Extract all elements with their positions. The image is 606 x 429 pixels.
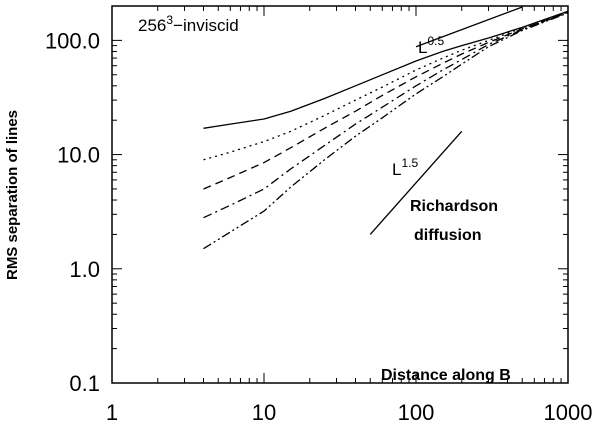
reference-line-1.5 <box>369 130 463 235</box>
ref-label-1.5-base: L <box>392 160 401 179</box>
x-tick-label: 100 <box>398 400 435 425</box>
x-tick-label: 10 <box>252 400 276 425</box>
annotation-diffusion: diffusion <box>414 227 482 244</box>
y-tick-label: 1.0 <box>69 257 100 282</box>
y-tick-label: 0.1 <box>69 371 100 396</box>
x-tick-label: 1 <box>106 400 118 425</box>
reference-line-0.5 <box>415 6 523 48</box>
x-tick-label: 1000 <box>544 400 593 425</box>
ref-label-1.5-exp: 1.5 <box>401 156 418 170</box>
series-line-dotted <box>203 11 569 161</box>
ref-label-1.5: L1.5 <box>392 156 418 179</box>
ref-label-0.5: L0.5 <box>418 34 444 57</box>
y-tick-label: 10.0 <box>57 143 100 168</box>
annotation-richardson: Richardson <box>410 198 498 215</box>
axis-ticks: 1 10 100 1000 0.1 1.0 10.0 100.0 <box>45 5 593 425</box>
series-line-dash-dot-dot <box>203 12 569 250</box>
series-line-dashed <box>203 11 569 190</box>
plot-frame <box>111 5 569 384</box>
chart-title-rest: −inviscid <box>173 16 239 35</box>
reference-lines <box>369 6 523 235</box>
y-axis-label: RMS separation of lines <box>4 110 21 280</box>
series-group <box>203 10 569 250</box>
series-line-dash-dot <box>203 11 569 219</box>
ref-label-0.5-base: L <box>418 38 427 57</box>
ref-label-0.5-exp: 0.5 <box>427 34 444 48</box>
chart-title-base: 256 <box>138 16 166 35</box>
chart-title-sup: 3 <box>166 13 173 27</box>
series-line-solid <box>203 10 569 129</box>
chart-title: 2563−inviscid <box>138 13 239 35</box>
x-axis-label: Distance along B <box>381 367 511 384</box>
y-tick-label: 100.0 <box>45 28 100 53</box>
